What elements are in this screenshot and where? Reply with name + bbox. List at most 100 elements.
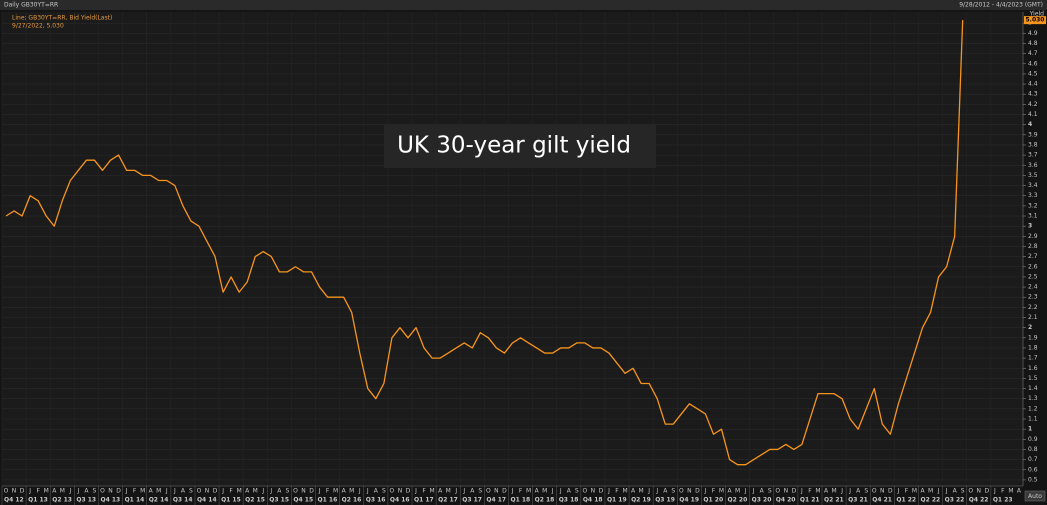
- y-tick-label: 0.6: [1028, 466, 1038, 473]
- x-tick-label: F: [326, 488, 330, 495]
- x-tick-label: A: [342, 488, 347, 495]
- quarter-label: Q1 18: [510, 497, 530, 504]
- x-tick-label: S: [864, 488, 868, 495]
- y-tick-label: 2: [1028, 324, 1032, 331]
- x-tick-label: A: [277, 488, 282, 495]
- x-tick-label: J: [647, 488, 650, 495]
- x-tick-label: D: [792, 488, 797, 495]
- x-tick-label: M: [639, 488, 644, 495]
- x-tick-label: J: [125, 488, 128, 495]
- x-tick-label: J: [221, 488, 224, 495]
- y-tick-label: 3.6: [1028, 162, 1038, 169]
- y-tick-label: 1.3: [1028, 395, 1038, 402]
- x-tick-label: F: [712, 488, 716, 495]
- x-tick-label: O: [679, 488, 684, 495]
- x-tick-label: M: [542, 488, 547, 495]
- x-tick-label: O: [582, 488, 587, 495]
- header-bar: [0, 0, 1047, 10]
- quarter-label: Q3 17: [462, 497, 482, 504]
- x-tick-label: J: [462, 488, 465, 495]
- x-tick-label: S: [285, 488, 289, 495]
- y-tick-label: 0.5: [1028, 476, 1038, 483]
- x-tick-label: M: [253, 488, 258, 495]
- y-tick-label: 0.9: [1028, 436, 1038, 443]
- x-tick-label: A: [953, 488, 958, 495]
- y-axis-label: Yield: [1029, 11, 1044, 18]
- quarter-label: Q3 15: [269, 497, 289, 504]
- scale-mode-button[interactable]: [1024, 490, 1046, 502]
- x-tick-label: D: [695, 488, 700, 495]
- quarter-label: Q4 14: [197, 497, 217, 504]
- lines: [5, 20, 964, 466]
- x-tick-label: A: [760, 488, 765, 495]
- x-tick-label: J: [358, 488, 361, 495]
- x-tick-label: F: [808, 488, 812, 495]
- quarter-label: Q4 16: [390, 497, 410, 504]
- x-tick-label: J: [551, 488, 554, 495]
- x-tick-label: S: [189, 488, 193, 495]
- x-tick-label: M: [446, 488, 451, 495]
- x-tick-label: M: [928, 488, 933, 495]
- quarter-label: Q3 20: [752, 497, 772, 504]
- x-tick-label: M: [237, 488, 242, 495]
- quarter-label: Q3 14: [173, 497, 193, 504]
- y-tick-label: 4.4: [1028, 81, 1038, 88]
- y-tick-label: 2.3: [1028, 294, 1038, 301]
- x-tick-label: O: [197, 488, 202, 495]
- x-tick-label: S: [961, 488, 965, 495]
- y-tick-label: 3.9: [1028, 131, 1038, 138]
- quarter-label: Q2 19: [631, 497, 651, 504]
- y-tick-label: 4.2: [1028, 101, 1038, 108]
- x-tick-label: A: [52, 488, 57, 495]
- y-tick-label: 4.7: [1028, 50, 1038, 57]
- x-tick-label: J: [76, 488, 79, 495]
- x-tick-label: J: [840, 488, 843, 495]
- x-tick-label: J: [68, 488, 71, 495]
- y-tick-label: 1.1: [1028, 416, 1038, 423]
- x-tick-label: F: [1001, 488, 1005, 495]
- x-tick-label: N: [591, 488, 596, 495]
- scale-mode[interactable]: Auto: [1028, 493, 1042, 500]
- x-tick-label: D: [406, 488, 411, 495]
- grid: [1, 12, 1023, 486]
- x-tick-label: A: [438, 488, 443, 495]
- y-tick-label: 2.9: [1028, 233, 1038, 240]
- x-tick-label: J: [559, 488, 562, 495]
- x-tick-label: N: [205, 488, 210, 495]
- quarter-label: Q3 13: [76, 497, 96, 504]
- quarter-label: Q1 23: [993, 497, 1013, 504]
- x-tick-label: O: [968, 488, 973, 495]
- x-tick-label: D: [502, 488, 507, 495]
- x-tick-label: F: [615, 488, 619, 495]
- quarter-label: Q2 21: [824, 497, 844, 504]
- x-tick-label: A: [181, 488, 186, 495]
- title-box: [384, 124, 656, 168]
- x-tick-label: M: [156, 488, 161, 495]
- quarter-label: Q3 19: [655, 497, 675, 504]
- y-tick-label: 2.2: [1028, 304, 1038, 311]
- x-tick-label: F: [36, 488, 40, 495]
- x-tick-label: N: [108, 488, 113, 495]
- x-tick-label: M: [912, 488, 917, 495]
- quarter-label: Q4 18: [583, 497, 603, 504]
- x-tick-label: M: [622, 488, 627, 495]
- x-tick-label: M: [719, 488, 724, 495]
- x-tick-label: N: [12, 488, 17, 495]
- y-tick-label: 0.7: [1028, 456, 1038, 463]
- x-tick-label: J: [318, 488, 321, 495]
- legend-entry: Line; GB30YT=RR, Bid Yield(Last): [12, 15, 112, 22]
- quarter-label: Q1 20: [703, 497, 723, 504]
- price-tag-box: [1024, 16, 1046, 25]
- y-tick-label: 3.1: [1028, 213, 1038, 220]
- x-tick-label: M: [735, 488, 740, 495]
- x-tick-label: D: [985, 488, 990, 495]
- quarter-label: Q1 14: [125, 497, 145, 504]
- x-tick-label: N: [494, 488, 499, 495]
- x-tick-label: A: [374, 488, 379, 495]
- quarter-label: Q4 15: [293, 497, 313, 504]
- quarter-label: Q2 18: [535, 497, 555, 504]
- quarter-label: Q4 22: [969, 497, 989, 504]
- x-tick-label: S: [768, 488, 772, 495]
